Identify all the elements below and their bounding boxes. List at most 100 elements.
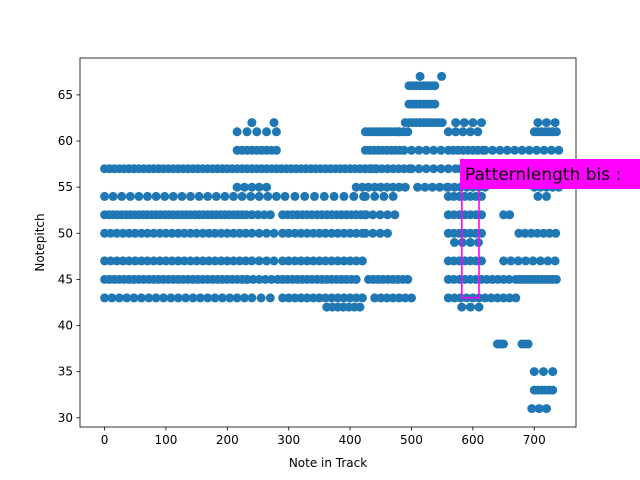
data-point (443, 164, 453, 174)
data-point (548, 367, 558, 377)
data-point (225, 293, 235, 303)
y-axis-label: Notepitch (33, 213, 47, 271)
data-point (181, 293, 191, 303)
data-point (232, 127, 242, 137)
data-point (351, 274, 361, 284)
data-point (112, 256, 122, 266)
data-point (474, 302, 484, 312)
data-point (247, 293, 257, 303)
data-point (400, 293, 410, 303)
data-point (173, 228, 183, 238)
data-point (379, 191, 389, 201)
data-point (383, 228, 392, 238)
data-point (300, 191, 310, 201)
x-tick-label: 200 (216, 433, 239, 447)
data-point (383, 210, 392, 220)
data-point (520, 228, 530, 238)
data-point (151, 293, 161, 303)
data-point (247, 182, 257, 192)
data-point (510, 145, 520, 155)
data-point (437, 71, 447, 81)
data-point (161, 228, 171, 238)
data-point (517, 145, 527, 155)
data-point (203, 191, 213, 201)
data-point (465, 302, 475, 312)
y-tick-label: 50 (58, 226, 73, 240)
data-point (465, 238, 475, 247)
data-point (480, 293, 490, 303)
y-tick-label: 60 (58, 134, 73, 148)
data-point (523, 339, 533, 349)
data-point (263, 191, 273, 201)
data-point (429, 145, 439, 155)
data-point (407, 164, 416, 174)
data-point (551, 274, 561, 284)
data-point (265, 293, 275, 303)
data-point (333, 228, 343, 238)
data-point (430, 81, 440, 91)
data-point (360, 210, 370, 220)
data-point (211, 191, 221, 201)
data-point (368, 228, 378, 238)
pattern-annotation-label: Patternlength bis : (465, 165, 621, 185)
data-point (129, 293, 139, 303)
data-point (539, 145, 549, 155)
data-point (458, 127, 468, 137)
data-point (543, 256, 553, 266)
data-point (210, 293, 220, 303)
data-point (265, 210, 275, 220)
data-point (136, 293, 146, 303)
data-point (473, 127, 483, 137)
data-point (232, 182, 242, 192)
data-point (192, 256, 202, 266)
data-point (333, 293, 343, 303)
data-point (499, 256, 509, 266)
data-point (550, 256, 560, 266)
data-point (160, 191, 170, 201)
data-point (480, 145, 490, 155)
data-point (339, 191, 349, 201)
data-point (364, 182, 373, 192)
data-point (357, 293, 367, 303)
data-point (151, 191, 161, 201)
x-axis-label: Note in Track (289, 456, 367, 470)
data-point (246, 191, 256, 201)
data-point (499, 339, 509, 349)
data-point (528, 256, 538, 266)
data-point (504, 274, 514, 284)
data-point (144, 293, 154, 303)
data-point (319, 191, 329, 201)
data-point (125, 191, 135, 201)
data-point (459, 118, 469, 128)
data-point (252, 127, 262, 137)
data-point (551, 228, 561, 238)
data-point (210, 256, 220, 266)
data-point (253, 210, 263, 220)
data-point (351, 256, 361, 266)
y-tick-label: 45 (58, 272, 73, 286)
data-point (329, 191, 339, 201)
data-point (502, 145, 512, 155)
data-point (168, 191, 178, 201)
data-point (421, 145, 431, 155)
data-point (108, 191, 118, 201)
data-point (357, 256, 367, 266)
data-point (130, 256, 140, 266)
data-point (427, 182, 437, 192)
data-point (407, 293, 416, 303)
data-point (114, 293, 124, 303)
plot-area-frame (79, 57, 577, 428)
data-point (413, 182, 423, 192)
data-point (539, 367, 548, 377)
data-point (400, 182, 410, 192)
data-point (492, 293, 502, 303)
data-point (284, 293, 294, 303)
data-point (220, 191, 230, 201)
x-axis-ticks: 0 100 200 300 400 500 600 700 (101, 427, 546, 447)
data-point (375, 210, 385, 220)
pattern-annotation-background (460, 159, 640, 189)
data-point (262, 228, 272, 238)
data-point (232, 293, 242, 303)
